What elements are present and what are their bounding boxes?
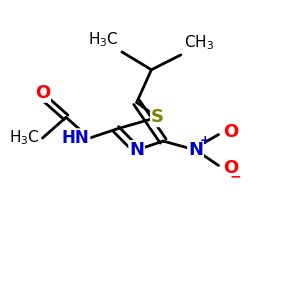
Text: O: O — [224, 159, 239, 177]
Text: H$_3$C: H$_3$C — [88, 30, 119, 49]
Text: O: O — [35, 84, 50, 102]
Text: N: N — [188, 141, 203, 159]
Text: −: − — [230, 169, 241, 183]
Text: H$_3$C: H$_3$C — [9, 129, 40, 148]
Text: HN: HN — [62, 129, 90, 147]
Text: S: S — [151, 108, 164, 126]
Text: N: N — [129, 141, 144, 159]
Text: CH$_3$: CH$_3$ — [184, 33, 214, 52]
Text: +: + — [200, 134, 210, 147]
Text: O: O — [224, 123, 239, 141]
